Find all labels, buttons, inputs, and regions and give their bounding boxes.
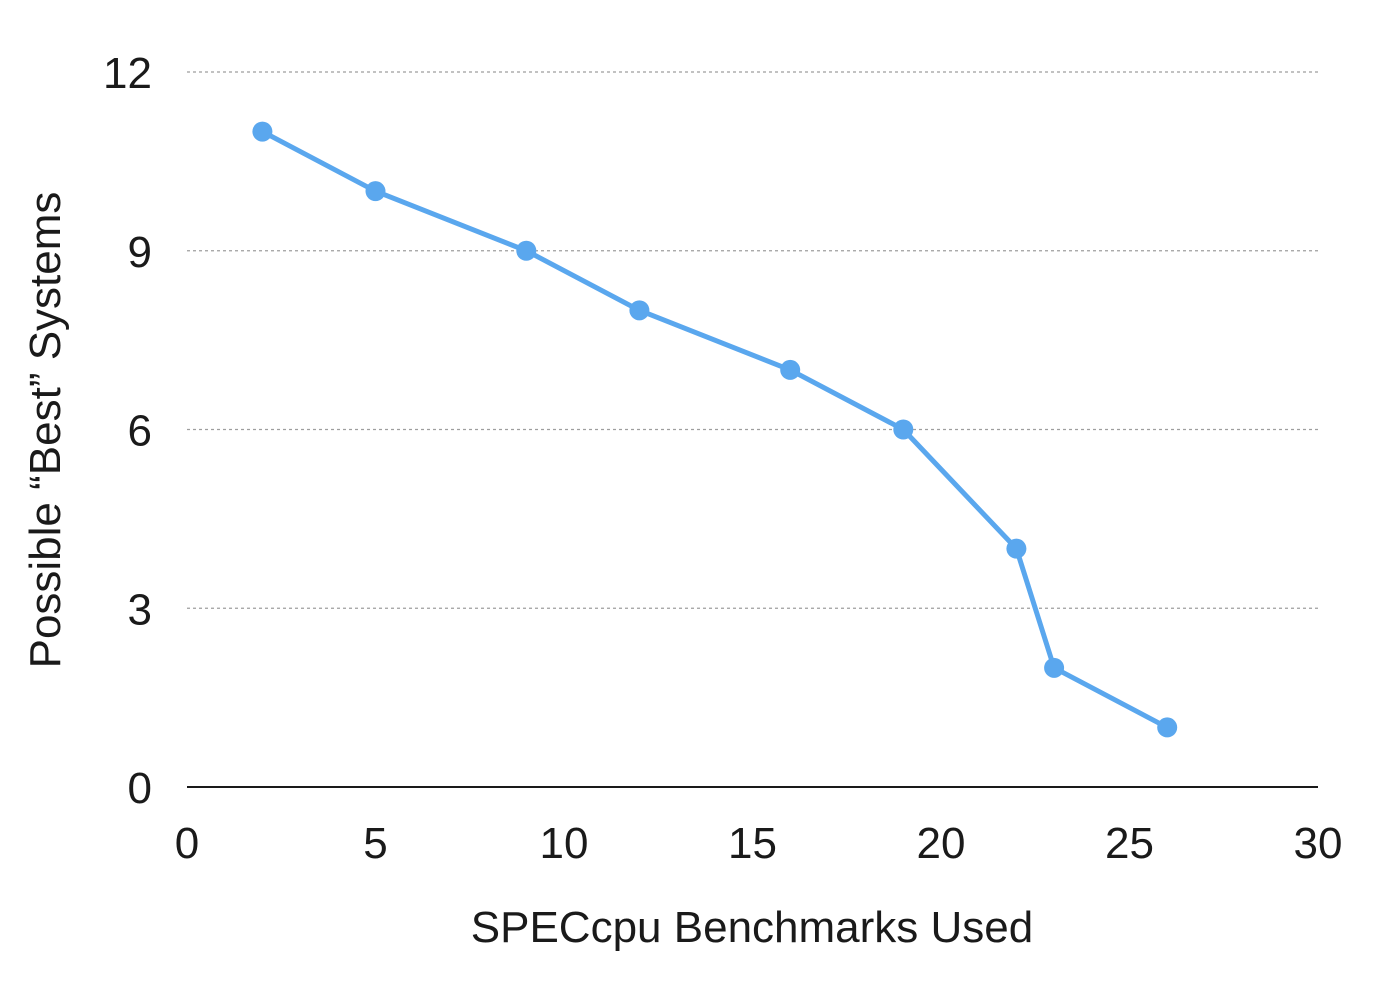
data-point — [1044, 657, 1065, 678]
y-tick-label: 6 — [128, 407, 152, 456]
x-axis-title: SPECcpu Benchmarks Used — [471, 903, 1033, 952]
y-tick-label: 3 — [128, 585, 152, 634]
y-tick-label: 12 — [103, 49, 152, 98]
data-point — [1006, 538, 1027, 559]
gridlines — [187, 71, 1318, 609]
data-point — [893, 419, 914, 440]
x-tick-label: 25 — [1105, 819, 1154, 868]
x-tick-label: 30 — [1294, 819, 1343, 868]
data-point — [629, 300, 650, 321]
data-point — [1157, 717, 1178, 738]
x-tick-label: 20 — [917, 819, 966, 868]
series — [252, 121, 1178, 738]
x-tick-label: 0 — [175, 819, 199, 868]
data-point — [780, 359, 801, 380]
data-point — [516, 240, 537, 261]
data-point — [252, 121, 273, 142]
x-tick-label: 15 — [728, 819, 777, 868]
y-axis-title: Possible “Best” Systems — [21, 192, 70, 669]
x-tick-label: 10 — [540, 819, 589, 868]
y-tick-label: 9 — [128, 228, 152, 277]
y-tick-label: 0 — [128, 764, 152, 813]
tick-labels: 0 3 6 9 12 0 5 10 15 20 25 30 — [103, 49, 1342, 868]
x-tick-label: 5 — [363, 819, 387, 868]
data-point — [365, 181, 386, 202]
